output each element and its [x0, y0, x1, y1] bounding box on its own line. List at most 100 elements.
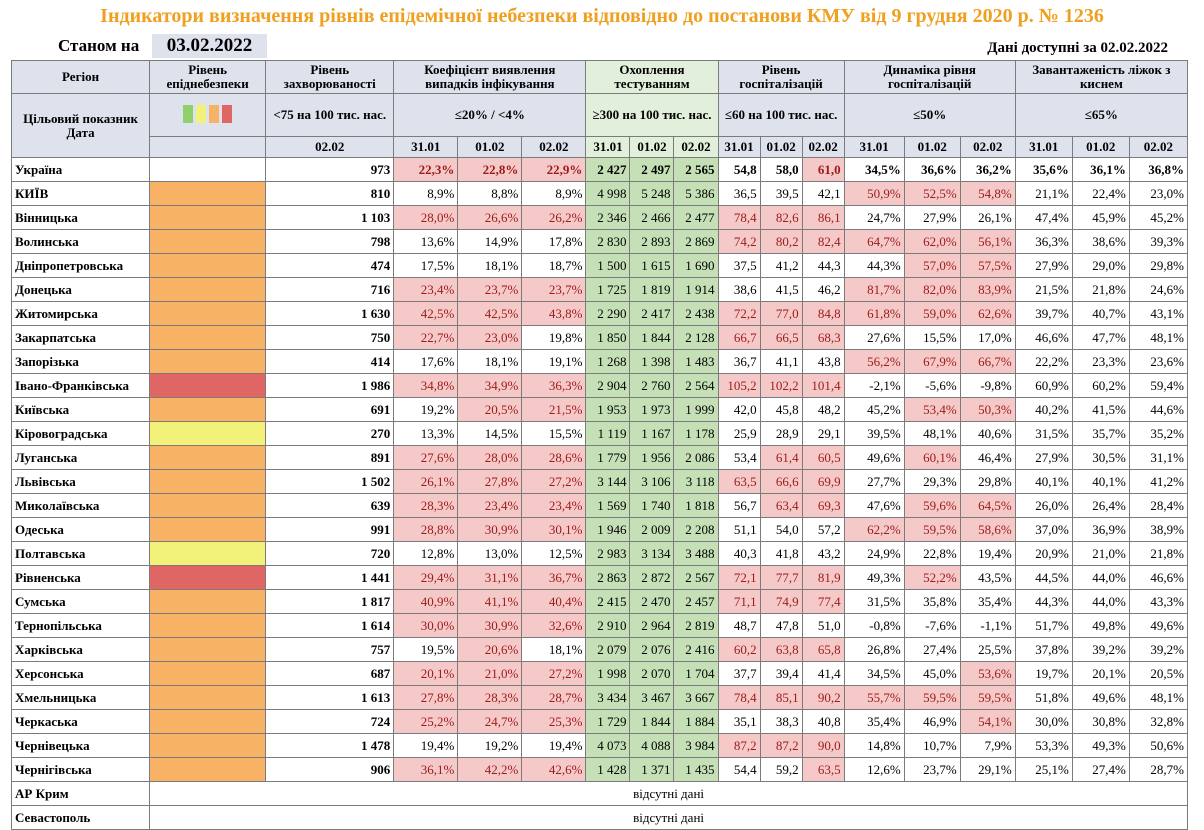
date-label: Дата: [66, 124, 95, 140]
testing-value: 1 268: [585, 349, 631, 374]
testing-value: 3 984: [673, 733, 719, 758]
testing-value: 3 106: [629, 469, 675, 494]
positivity-value: 22,3%: [393, 157, 459, 182]
positivity-value: 23,7%: [457, 277, 523, 302]
header-level: Рівень епіднебезпеки: [149, 60, 267, 94]
oxygen-value: 22,2%: [1014, 349, 1073, 374]
dynamics-value: 35,4%: [843, 709, 905, 734]
dynamics-value: 53,4%: [903, 397, 961, 422]
testing-value: 1 178: [673, 421, 719, 446]
hospital-value: 78,4: [717, 685, 761, 710]
positivity-value: 13,0%: [457, 541, 523, 566]
table-row: Миколаївська 639 28,3% 23,4% 23,4% 1 569 1 740…: [10, 493, 1189, 518]
level-indicator: [149, 373, 267, 398]
testing-value: 2 438: [673, 301, 719, 326]
incidence-value: 1 502: [265, 469, 395, 494]
testing-value: 1 819: [629, 277, 675, 302]
table-row: Львівська 1 502 26,1% 27,8% 27,2% 3 144 3 106 3…: [10, 469, 1189, 494]
positivity-value: 23,4%: [521, 493, 587, 518]
dynamics-value: 50,9%: [843, 181, 905, 206]
dynamics-value: 46,4%: [959, 445, 1016, 470]
dynamics-value: 52,2%: [903, 565, 961, 590]
header-hospital: Рівень госпіталізацій: [717, 60, 845, 94]
testing-value: 2 416: [673, 637, 719, 662]
oxygen-value: 44,5%: [1014, 565, 1073, 590]
date-oxy-2: 01.02: [1071, 136, 1130, 158]
region-name: Волинська: [10, 229, 151, 254]
hospital-value: 54,0: [759, 517, 803, 542]
oxygen-value: 50,6%: [1128, 733, 1189, 758]
dynamics-value: 82,0%: [903, 277, 961, 302]
hospital-value: 51,0: [801, 613, 845, 638]
testing-value: 1 844: [629, 325, 675, 350]
hospital-value: 39,5: [759, 181, 803, 206]
hospital-value: 72,2: [717, 301, 761, 326]
hospital-value: 39,4: [759, 661, 803, 686]
positivity-value: 30,0%: [393, 613, 459, 638]
oxygen-value: 35,2%: [1128, 421, 1189, 446]
dynamics-value: 49,6%: [843, 445, 905, 470]
dynamics-value: 54,8%: [959, 181, 1016, 206]
incidence-value: 474: [265, 253, 395, 278]
table-row: Волинська 798 13,6% 14,9% 17,8% 2 830 2 893 2 8…: [10, 229, 1189, 254]
positivity-value: 21,5%: [521, 397, 587, 422]
incidence-value: 750: [265, 325, 395, 350]
table-row: Чернігівська 906 36,1% 42,2% 42,6% 1 428 1 371…: [10, 757, 1189, 782]
hospital-value: 66,6: [759, 469, 803, 494]
table-row: Україна 973 22,3% 22,8% 22,9% 2 427 2 497 2 565…: [10, 157, 1189, 182]
oxygen-value: 59,4%: [1128, 373, 1189, 398]
hospital-value: 77,4: [801, 589, 845, 614]
hospital-value: 63,4: [759, 493, 803, 518]
level-indicator: [149, 733, 267, 758]
dynamics-value: 50,3%: [959, 397, 1016, 422]
region-name: Черкаська: [10, 709, 151, 734]
positivity-value: 20,5%: [457, 397, 523, 422]
hospital-value: 43,2: [801, 541, 845, 566]
oxygen-value: 21,5%: [1014, 277, 1073, 302]
oxygen-value: 40,1%: [1014, 469, 1073, 494]
region-name: Луганська: [10, 445, 151, 470]
target-testing: ≥300 на 100 тис. нас.: [585, 93, 719, 137]
dynamics-value: 64,5%: [959, 493, 1016, 518]
positivity-value: 24,7%: [457, 709, 523, 734]
testing-value: 2 893: [629, 229, 675, 254]
oxygen-value: 60,2%: [1071, 373, 1130, 398]
oxygen-value: 41,2%: [1128, 469, 1189, 494]
date-dyn-1: 31.01: [843, 136, 905, 158]
testing-value: 1 167: [629, 421, 675, 446]
level-indicator: [149, 637, 267, 662]
dynamics-value: 53,6%: [959, 661, 1016, 686]
dynamics-value: -1,1%: [959, 613, 1016, 638]
dynamics-value: 27,4%: [903, 637, 961, 662]
oxygen-value: 35,6%: [1014, 157, 1073, 182]
hospital-value: 68,3: [801, 325, 845, 350]
hospital-value: 90,2: [801, 685, 845, 710]
testing-value: 1 371: [629, 757, 675, 782]
testing-value: 2 872: [629, 565, 675, 590]
as-of-date: 03.02.2022: [152, 34, 267, 58]
table-row: Полтавська 720 12,8% 13,0% 12,5% 2 983 3 134 3 …: [10, 541, 1189, 566]
dynamics-value: 27,7%: [843, 469, 905, 494]
table-row: Херсонська 687 20,1% 21,0% 27,2% 1 998 2 070 1 …: [10, 661, 1189, 686]
header-testing: Охоплення тестуванням: [585, 60, 719, 94]
incidence-value: 720: [265, 541, 395, 566]
testing-value: 1 729: [585, 709, 631, 734]
target-dynamics: ≤50%: [843, 93, 1016, 137]
level-indicator: [149, 685, 267, 710]
positivity-value: 36,1%: [393, 757, 459, 782]
level-indicator: [149, 517, 267, 542]
testing-value: 2 079: [585, 637, 631, 662]
region-name: Тернопільська: [10, 613, 151, 638]
positivity-value: 20,6%: [457, 637, 523, 662]
region-name: Донецька: [10, 277, 151, 302]
oxygen-value: 31,5%: [1014, 421, 1073, 446]
incidence-value: 973: [265, 157, 395, 182]
dynamics-value: 59,5%: [959, 685, 1016, 710]
hospital-value: 85,1: [759, 685, 803, 710]
testing-value: 2 904: [585, 373, 631, 398]
positivity-value: 14,5%: [457, 421, 523, 446]
oxygen-value: 35,7%: [1071, 421, 1130, 446]
dynamics-value: 59,5%: [903, 517, 961, 542]
dynamics-value: 56,1%: [959, 229, 1016, 254]
dynamics-value: 40,6%: [959, 421, 1016, 446]
